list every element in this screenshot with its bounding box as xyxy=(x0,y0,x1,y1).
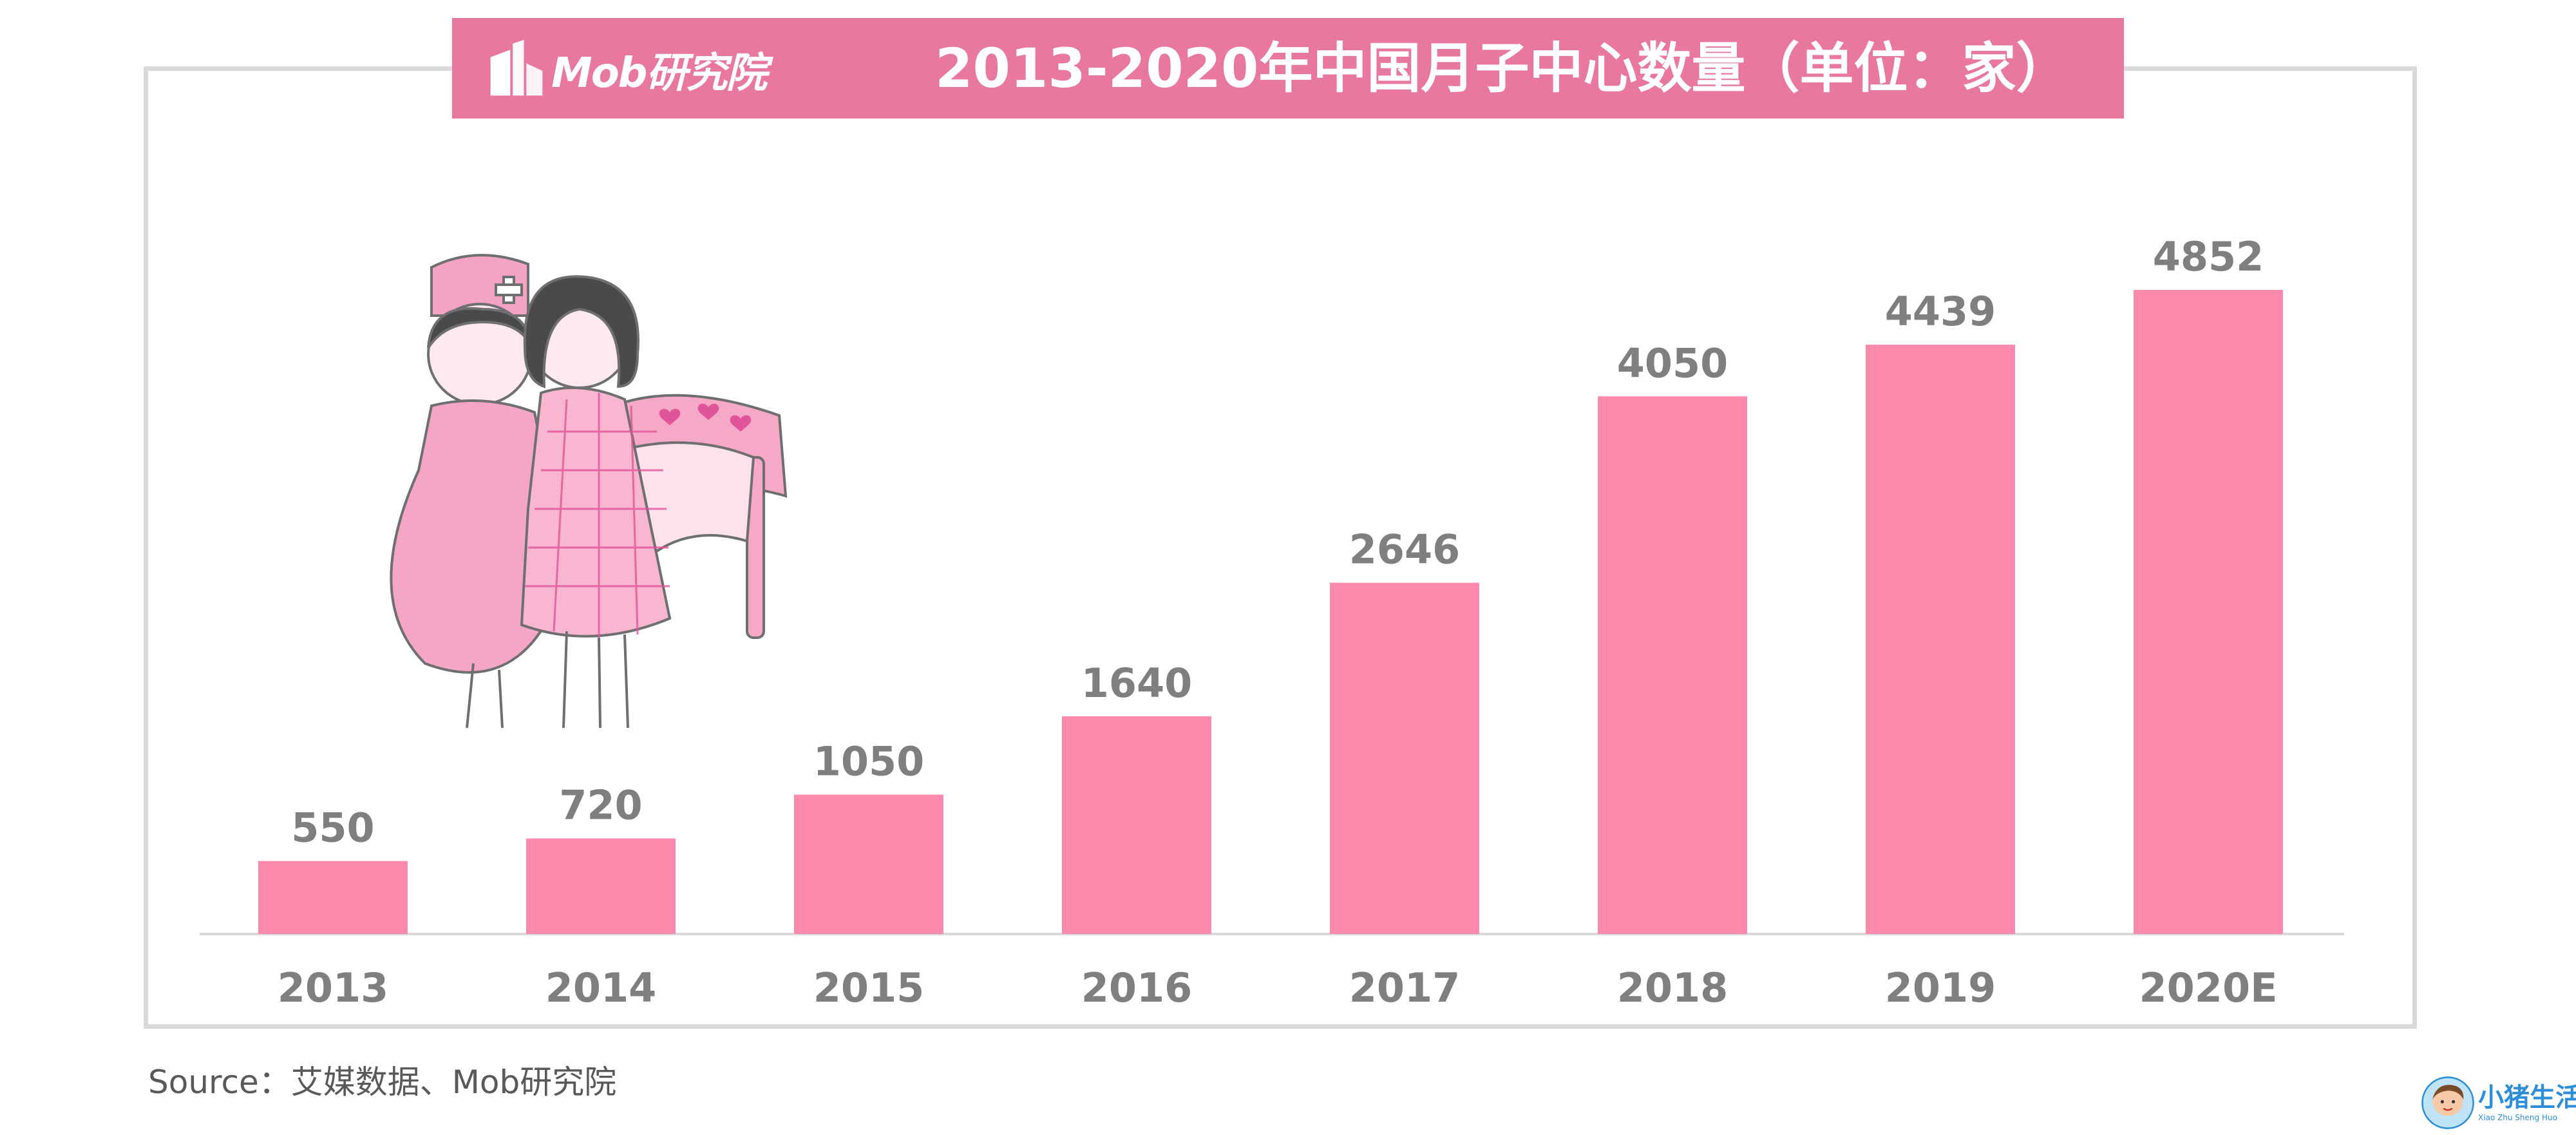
header-band: Mob研究院 2013-2020年中国月子中心数量（单位：家） xyxy=(452,18,2124,119)
category-label-2018: 2018 xyxy=(1617,964,1728,1011)
category-label-2014: 2014 xyxy=(545,964,657,1011)
bar-2016 xyxy=(1062,716,1211,934)
value-label-2017: 2646 xyxy=(1349,526,1461,573)
bars-group xyxy=(258,290,2283,934)
bar-2018 xyxy=(1598,396,1747,934)
mob-building-logo-icon xyxy=(490,39,543,96)
watermark: 小猪生活 Xiao Zhu Sheng Huo xyxy=(2420,1074,2576,1131)
bar-2014 xyxy=(526,838,676,934)
category-label-2017: 2017 xyxy=(1349,964,1461,1011)
logo-text: Mob研究院 xyxy=(551,50,767,97)
mob-logo: Mob研究院 xyxy=(486,37,767,102)
category-label-2016: 2016 xyxy=(1081,964,1193,1011)
bar-2017 xyxy=(1330,582,1479,934)
value-label-2019: 4439 xyxy=(1885,288,1996,335)
bar-2015 xyxy=(794,794,943,934)
source-note: Source：艾媒数据、Mob研究院 xyxy=(148,1063,617,1101)
category-label-2020E: 2020E xyxy=(2139,964,2278,1011)
value-label-2020E: 4852 xyxy=(2153,233,2264,280)
nurse-and-mother-with-crib-illustration xyxy=(390,254,788,729)
value-label-2015: 1050 xyxy=(813,738,925,785)
chart-title: 2013-2020年中国月子中心数量（单位：家） xyxy=(935,37,2070,100)
category-labels-group: 2013 2014 2015 2016 2017 2018 2019 2020E xyxy=(278,964,2278,1011)
value-label-2013: 550 xyxy=(291,805,374,852)
bar-2013 xyxy=(258,861,408,934)
bar-2020E xyxy=(2134,290,2283,934)
watermark-text: 小猪生活 xyxy=(2478,1083,2576,1112)
category-label-2015: 2015 xyxy=(813,964,925,1011)
value-label-2016: 1640 xyxy=(1081,660,1193,707)
category-label-2013: 2013 xyxy=(278,964,389,1011)
pig-mascot-icon xyxy=(2421,1076,2474,1129)
value-labels-group: 550 720 1050 1640 2646 4050 4439 4852 xyxy=(291,233,2264,852)
watermark-subtext: Xiao Zhu Sheng Huo xyxy=(2478,1113,2557,1122)
bar-2019 xyxy=(1866,345,2015,934)
value-label-2018: 4050 xyxy=(1617,339,1728,386)
category-label-2019: 2019 xyxy=(1885,964,1996,1011)
value-label-2014: 720 xyxy=(559,782,642,829)
